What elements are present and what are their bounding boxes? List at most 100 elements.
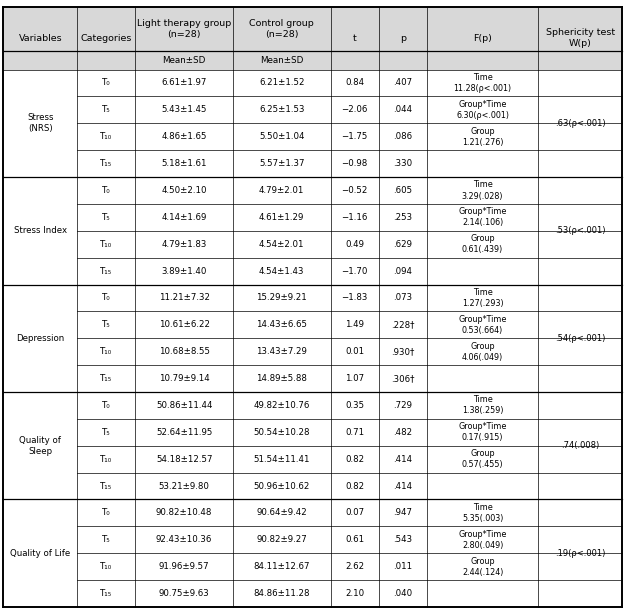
Text: 11.21±7.32: 11.21±7.32 [159, 293, 209, 303]
Text: 2.10: 2.10 [345, 589, 364, 598]
Text: T₅: T₅ [102, 428, 111, 437]
Bar [3, 284, 622, 392]
Text: −1.75: −1.75 [341, 132, 367, 142]
Text: 14.89±5.88: 14.89±5.88 [256, 374, 307, 383]
Text: Group*Time
2.80(.049): Group*Time 2.80(.049) [458, 529, 507, 550]
Bar [3, 70, 622, 177]
Text: −0.52: −0.52 [341, 186, 367, 195]
Text: T₀: T₀ [102, 79, 111, 87]
Text: .54(ρ<.001): .54(ρ<.001) [555, 334, 606, 343]
Text: .040: .040 [393, 589, 412, 598]
Text: Control group
(n=28): Control group (n=28) [249, 20, 314, 39]
Text: Time
3.29(.028): Time 3.29(.028) [462, 181, 503, 201]
Text: Categories: Categories [81, 34, 132, 43]
Text: T₀: T₀ [102, 186, 111, 195]
Text: .253: .253 [393, 213, 412, 222]
Text: 0.71: 0.71 [345, 428, 364, 437]
Text: .482: .482 [393, 428, 412, 437]
Text: 90.64±9.42: 90.64±9.42 [256, 508, 307, 517]
Text: .228†: .228† [391, 320, 414, 329]
Text: 4.79±1.83: 4.79±1.83 [161, 240, 207, 249]
Text: T₁₀: T₁₀ [100, 454, 112, 464]
Text: 90.75±9.63: 90.75±9.63 [159, 589, 209, 598]
Text: T₁₀: T₁₀ [100, 562, 112, 571]
Text: 50.54±10.28: 50.54±10.28 [254, 428, 310, 437]
Text: Quality of Life: Quality of Life [10, 549, 71, 558]
Text: .330: .330 [393, 159, 412, 168]
Text: 15.29±9.21: 15.29±9.21 [256, 293, 307, 303]
Text: .930†: .930† [391, 347, 414, 356]
Text: Group
0.57(.455): Group 0.57(.455) [462, 449, 503, 469]
Text: T₀: T₀ [102, 401, 111, 410]
Text: .086: .086 [393, 132, 412, 142]
Text: .629: .629 [393, 240, 412, 249]
Text: .947: .947 [393, 508, 412, 517]
Text: 4.61±1.29: 4.61±1.29 [259, 213, 304, 222]
Text: −1.83: −1.83 [341, 293, 367, 303]
Text: T₅: T₅ [102, 213, 111, 222]
Text: .011: .011 [393, 562, 412, 571]
Bar [3, 392, 622, 500]
Text: 4.54±2.01: 4.54±2.01 [259, 240, 304, 249]
Text: 1.07: 1.07 [345, 374, 364, 383]
Text: 92.43±10.36: 92.43±10.36 [156, 535, 212, 544]
Text: 0.07: 0.07 [345, 508, 364, 517]
Text: 91.96±9.57: 91.96±9.57 [159, 562, 209, 571]
Text: T₁₀: T₁₀ [100, 132, 112, 142]
Text: Time
1.38(.259): Time 1.38(.259) [462, 395, 503, 415]
Text: .543: .543 [393, 535, 412, 544]
Text: T₁₅: T₁₅ [100, 267, 112, 276]
Bar [3, 7, 622, 51]
Text: Variables: Variables [18, 34, 62, 43]
Text: T₀: T₀ [102, 508, 111, 517]
Text: −0.98: −0.98 [341, 159, 367, 168]
Bar [3, 51, 622, 70]
Text: 4.14±1.69: 4.14±1.69 [161, 213, 207, 222]
Text: .414: .414 [393, 481, 412, 490]
Text: 0.35: 0.35 [345, 401, 364, 410]
Text: 3.89±1.40: 3.89±1.40 [161, 267, 207, 276]
Text: .414: .414 [393, 454, 412, 464]
Text: .19(ρ<.001): .19(ρ<.001) [555, 549, 606, 558]
Text: Group*Time
2.14(.106): Group*Time 2.14(.106) [458, 207, 507, 228]
Text: 5.50±1.04: 5.50±1.04 [259, 132, 304, 142]
Text: 0.84: 0.84 [345, 79, 364, 87]
Text: .407: .407 [393, 79, 412, 87]
Text: 4.86±1.65: 4.86±1.65 [161, 132, 207, 142]
Text: .073: .073 [393, 293, 412, 303]
Text: Group*Time
6.30(ρ<.001): Group*Time 6.30(ρ<.001) [456, 100, 509, 120]
Text: 0.82: 0.82 [345, 481, 364, 490]
Text: T₁₀: T₁₀ [100, 240, 112, 249]
Text: T₁₅: T₁₅ [100, 481, 112, 490]
Text: T₅: T₅ [102, 535, 111, 544]
Text: T₅: T₅ [102, 320, 111, 329]
Text: 13.43±7.29: 13.43±7.29 [256, 347, 307, 356]
Text: Depression: Depression [16, 334, 64, 343]
Text: Time
1.27(.293): Time 1.27(.293) [462, 288, 503, 308]
Text: 10.79±9.14: 10.79±9.14 [159, 374, 209, 383]
Text: 5.18±1.61: 5.18±1.61 [161, 159, 207, 168]
Text: 49.82±10.76: 49.82±10.76 [254, 401, 310, 410]
Text: 10.61±6.22: 10.61±6.22 [159, 320, 209, 329]
Text: 84.86±11.28: 84.86±11.28 [254, 589, 310, 598]
Text: T₀: T₀ [102, 293, 111, 303]
Text: 51.54±11.41: 51.54±11.41 [254, 454, 310, 464]
Text: .605: .605 [393, 186, 412, 195]
Text: 4.50±2.10: 4.50±2.10 [161, 186, 207, 195]
Text: F(p): F(p) [473, 34, 492, 43]
Text: 50.86±11.44: 50.86±11.44 [156, 401, 212, 410]
Text: .63(ρ<.001): .63(ρ<.001) [555, 119, 606, 127]
Text: 1.49: 1.49 [345, 320, 364, 329]
Text: 90.82±10.48: 90.82±10.48 [156, 508, 212, 517]
Text: T₁₅: T₁₅ [100, 374, 112, 383]
Text: .044: .044 [393, 106, 412, 114]
Text: 54.18±12.57: 54.18±12.57 [156, 454, 212, 464]
Text: 4.54±1.43: 4.54±1.43 [259, 267, 304, 276]
Text: T₁₅: T₁₅ [100, 589, 112, 598]
Text: T₁₀: T₁₀ [100, 347, 112, 356]
Text: t: t [352, 34, 356, 43]
Text: 4.79±2.01: 4.79±2.01 [259, 186, 304, 195]
Text: Time
11.28(ρ<.001): Time 11.28(ρ<.001) [454, 73, 512, 93]
Bar [3, 177, 622, 284]
Text: 6.61±1.97: 6.61±1.97 [161, 79, 207, 87]
